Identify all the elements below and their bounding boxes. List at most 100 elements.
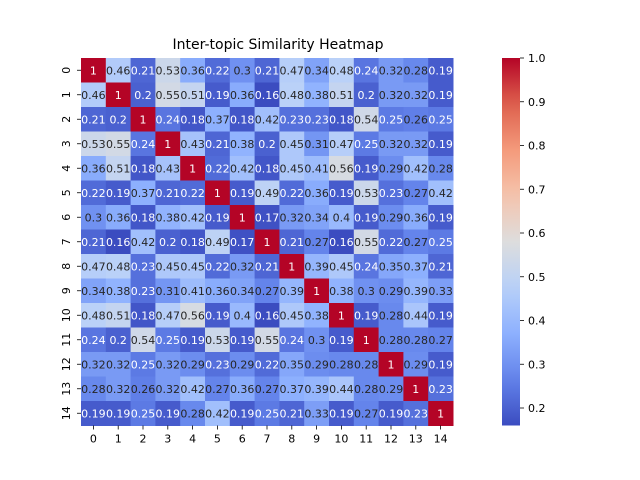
cell-value-label: 0.47: [280, 64, 305, 77]
cell-value-label: 0.53: [81, 138, 106, 151]
cell-value-label: 0.19: [230, 334, 255, 347]
heatmap-cell: [403, 156, 429, 181]
cell-value-label: 1: [214, 187, 221, 200]
cell-value-label: 0.45: [280, 309, 305, 322]
heatmap-cell: [81, 352, 107, 377]
heatmap-cell: [155, 352, 181, 377]
heatmap-cell: [304, 180, 330, 206]
heatmap-cell: [279, 303, 305, 328]
heatmap-cell: [403, 58, 429, 83]
cell-value-label: 0.29: [404, 358, 429, 371]
cell-value-label: 0.19: [329, 187, 354, 200]
heatmap-cell: [81, 82, 107, 108]
heatmap-cell: [105, 131, 132, 157]
heatmap-cell: [428, 254, 454, 279]
cell-value-label: 0.48: [81, 309, 106, 322]
heatmap-cell: [205, 401, 231, 426]
cell-value-label: 0.19: [428, 64, 453, 77]
heatmap-cell: [205, 131, 231, 157]
heatmap-cell: [254, 254, 280, 279]
cell-value-label: 0.48: [329, 64, 354, 77]
heatmap-cell: [353, 376, 380, 402]
heatmap-cell: [105, 58, 132, 83]
heatmap-cell: [180, 327, 206, 353]
cell-value-label: 1: [115, 89, 122, 102]
heatmap-cell: [353, 82, 380, 108]
cell-value-label: 1: [140, 113, 147, 126]
heatmap-cell: [81, 131, 107, 157]
heatmap-cell: [428, 156, 454, 181]
heatmap-cell: [279, 376, 305, 402]
cell-value-label: 0.32: [156, 358, 181, 371]
heatmap-cell: [254, 352, 280, 377]
heatmap-cell: [205, 58, 231, 83]
cell-value-label: 0.19: [205, 89, 230, 102]
cell-value-label: 0.35: [379, 260, 404, 273]
cell-value-label: 0.16: [106, 236, 131, 249]
cell-value-label: 0.19: [205, 309, 230, 322]
cell-value-label: 0.32: [280, 211, 305, 224]
heatmap-cell: [353, 107, 380, 132]
heatmap-cell: [279, 180, 305, 206]
cell-value-label: 0.4: [333, 211, 351, 224]
chart-title: Inter-topic Similarity Heatmap: [173, 37, 384, 53]
cell-value-label: 0.45: [180, 260, 205, 273]
cell-value-label: 0.33: [304, 407, 329, 420]
cell-value-label: 0.2: [109, 113, 127, 126]
heatmap-cell: [329, 278, 355, 304]
heatmap-cell: [180, 58, 206, 83]
cell-value-label: 0.19: [428, 358, 453, 371]
cell-value-label: 0.47: [329, 138, 354, 151]
cell-value-label: 0.55: [354, 236, 379, 249]
cell-value-label: 1: [338, 309, 345, 322]
heatmap-cell: [353, 205, 380, 230]
cell-value-label: 0.19: [329, 407, 354, 420]
heatmap-cell: [229, 205, 256, 230]
heatmap-cell: [329, 58, 355, 83]
heatmap-cell: [180, 352, 206, 377]
heatmap-cell: [254, 327, 280, 353]
cell-value-label: 0.18: [131, 309, 156, 322]
y-tick-label: 14: [60, 406, 73, 420]
heatmap-cell: [105, 327, 132, 353]
heatmap-cell: [403, 278, 429, 304]
cell-value-label: 0.18: [255, 162, 280, 175]
heatmap-cell: [254, 58, 280, 83]
y-tick-label: 12: [60, 357, 73, 371]
cell-value-label: 0.18: [180, 113, 205, 126]
heatmap-cell: [205, 376, 231, 402]
heatmap-cell: [105, 401, 132, 426]
heatmap-cell: [279, 82, 305, 108]
y-tick-label: 10: [60, 308, 73, 322]
cell-value-label: 0.17: [255, 211, 280, 224]
heatmap-cell: [279, 327, 305, 353]
cell-value-label: 0.27: [255, 285, 280, 298]
cell-value-label: 0.21: [205, 138, 230, 151]
heatmap-cell: [81, 58, 107, 83]
heatmap-cell: [81, 278, 107, 304]
cell-value-label: 0.19: [106, 187, 131, 200]
heatmap-cell: [403, 131, 429, 157]
heatmap-cell: [428, 131, 454, 157]
heatmap-cell: [81, 107, 107, 132]
cell-value-label: 0.43: [180, 138, 205, 151]
cell-value-label: 1: [437, 407, 444, 420]
heatmap-cell: [229, 131, 256, 157]
heatmap-cell: [329, 352, 355, 377]
cell-value-label: 0.53: [205, 334, 230, 347]
cell-value-label: 0.38: [156, 211, 181, 224]
cell-value-label: 0.23: [131, 260, 156, 273]
heatmap-cell: [180, 205, 206, 230]
heatmap-cell: [279, 254, 305, 279]
heatmap-cell: [378, 180, 404, 206]
cell-value-label: 0.37: [280, 383, 305, 396]
cell-value-label: 0.23: [379, 187, 404, 200]
heatmap-cell: [378, 352, 404, 377]
cell-value-label: 0.16: [255, 309, 280, 322]
cell-value-label: 0.22: [205, 260, 230, 273]
cell-value-label: 0.44: [329, 383, 354, 396]
heatmap-cell: [229, 327, 256, 353]
heatmap-cell: [353, 58, 380, 83]
heatmap-cell: [428, 303, 454, 328]
